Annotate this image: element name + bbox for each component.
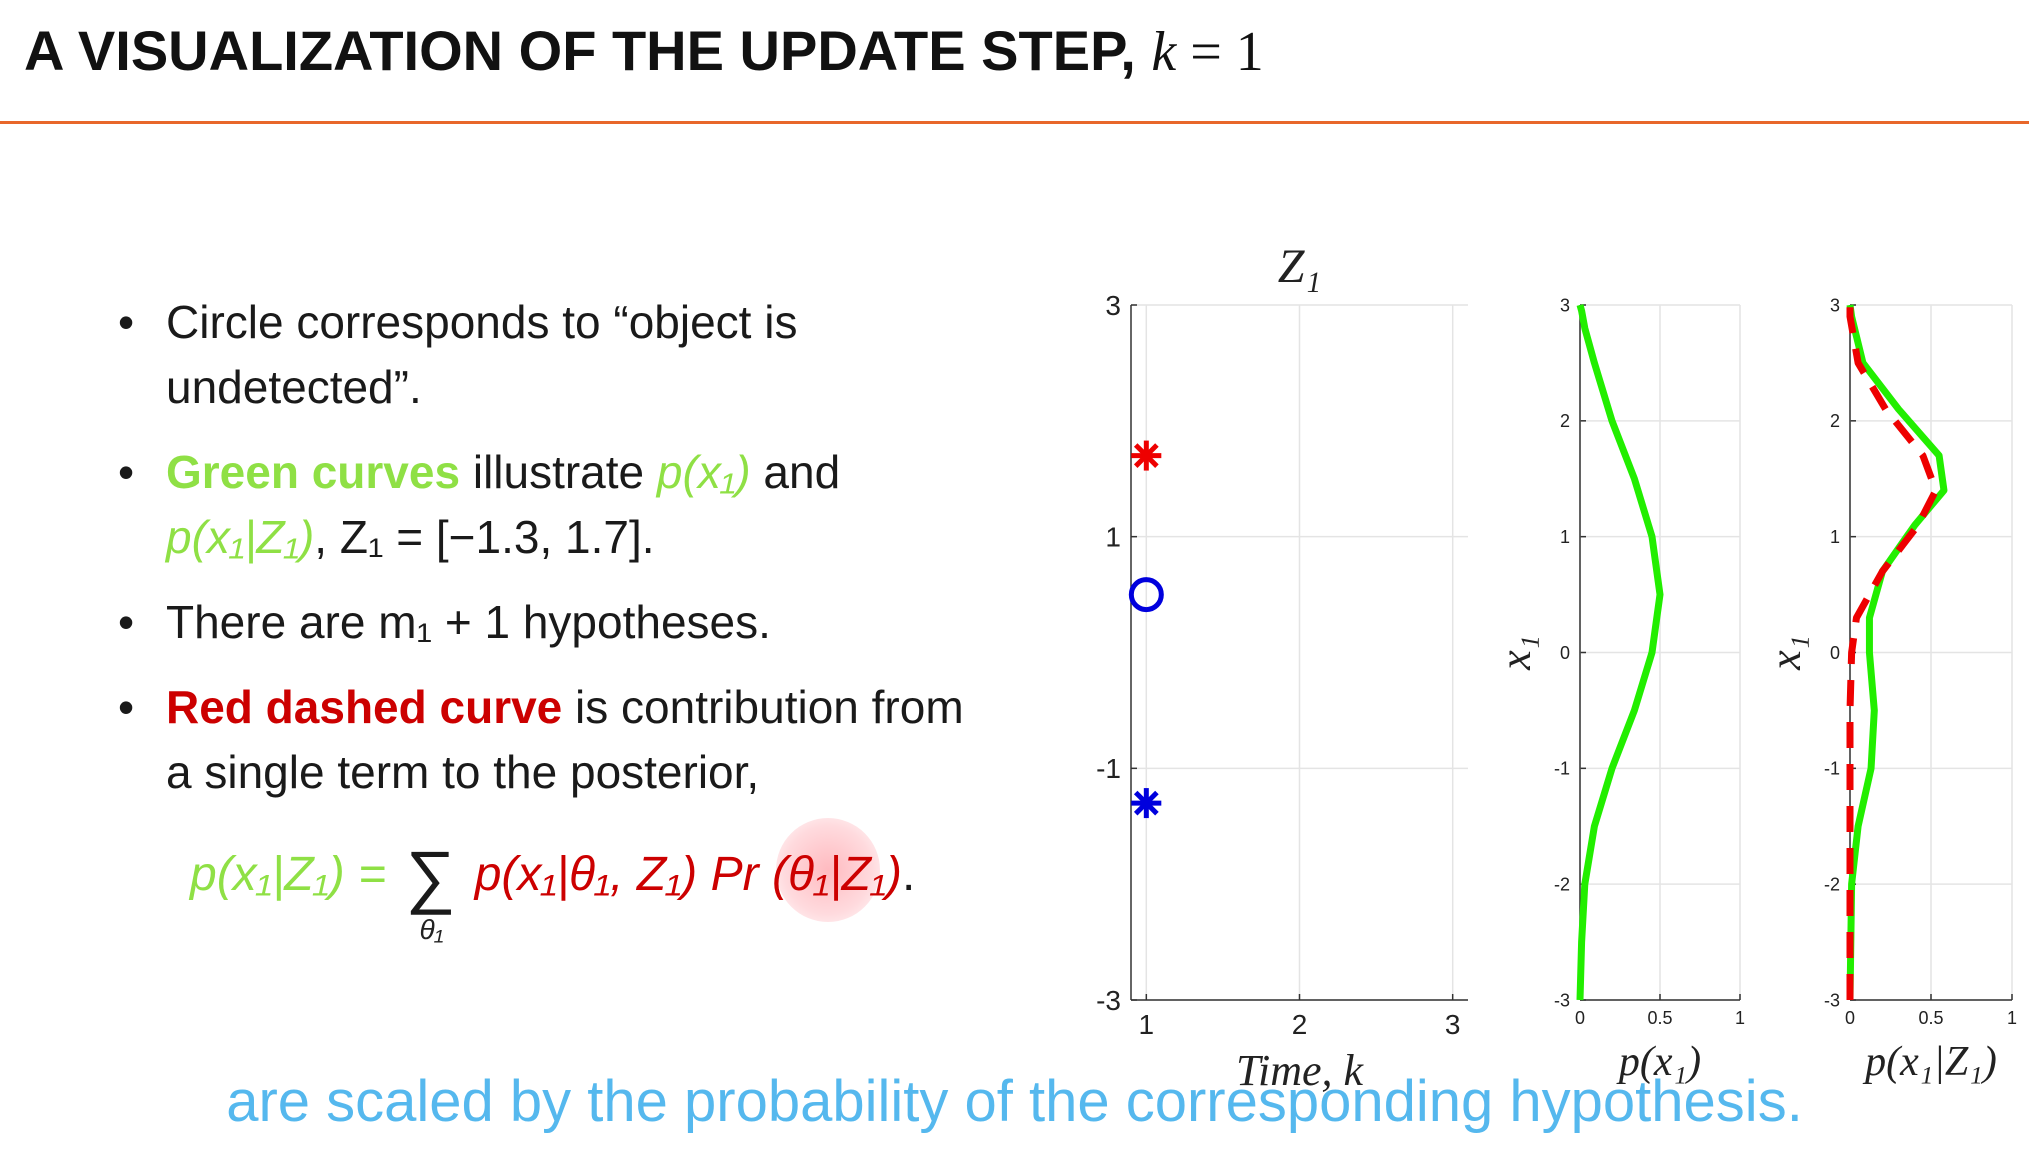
- x-tick-label: 3: [1445, 1009, 1461, 1040]
- prior-expr: p(x₁): [656, 446, 751, 498]
- bullet-2-text-2: and: [750, 446, 841, 498]
- bullet-item: • Red dashed curve is contribution from …: [112, 675, 1012, 805]
- bullet-dot: •: [118, 446, 135, 498]
- y-tick-label: -2: [1554, 874, 1570, 894]
- bullet-dot: •: [118, 596, 135, 648]
- y-tick-label: -2: [1824, 874, 1840, 894]
- title-text: A VISUALIZATION OF THE UPDATE STEP,: [24, 19, 1136, 82]
- x-tick-label: 1: [1139, 1009, 1155, 1040]
- scatter-point-circle: [1128, 577, 1164, 613]
- bullet-item: • There are m₁ + 1 hypotheses.: [112, 590, 1012, 655]
- bullet-2-text-1: illustrate: [460, 446, 657, 498]
- y-tick-label: 3: [1560, 295, 1570, 315]
- y-tick-label: -1: [1096, 753, 1121, 784]
- series-line-dashed: [1846, 305, 1940, 1000]
- slide-title: A VISUALIZATION OF THE UPDATE STEP, k = …: [24, 18, 1264, 84]
- y-tick-label: 2: [1830, 411, 1840, 431]
- sum-subscript: θ₁: [419, 914, 444, 945]
- x-axis-label: p(x₁|Z₁): [1862, 1039, 1997, 1085]
- bullet-2-text-3: , Z₁ = [−1.3, 1.7].: [314, 511, 655, 563]
- bullet-dot: •: [118, 681, 135, 733]
- y-tick-label: 1: [1560, 527, 1570, 547]
- bullet-3-text: There are m₁ + 1 hypotheses.: [166, 596, 771, 648]
- bullet-4-text-1: is contribution from: [562, 681, 964, 733]
- formula-term: p(x₁|θ₁, Z₁) Pr (θ₁|Z₁): [474, 848, 903, 901]
- y-tick-label: -1: [1824, 759, 1840, 779]
- green-curves-label: Green curves: [166, 446, 461, 498]
- x-axis-label: Time, k: [1236, 1046, 1365, 1095]
- y-axis-label: x₁: [1491, 635, 1540, 671]
- y-tick-label: -3: [1824, 990, 1840, 1010]
- red-dashed-label: Red dashed curve: [166, 681, 563, 733]
- x-tick-label: 2: [1292, 1009, 1308, 1040]
- title-underline: [0, 121, 2029, 124]
- y-tick-label: -3: [1554, 990, 1570, 1010]
- y-tick-label: 1: [1830, 527, 1840, 547]
- bullet-1-line-1: Circle corresponds to “object is: [166, 296, 798, 348]
- posterior-formula: p(x₁|Z₁) = ∑ θ₁ p(x₁|θ₁, Z₁) Pr (θ₁|Z₁).: [190, 836, 916, 945]
- chart-title: Z₁: [1278, 240, 1321, 293]
- x-tick-label: 0: [1575, 1008, 1585, 1028]
- bullet-item: • Circle corresponds to “object is undet…: [112, 290, 1012, 420]
- bullet-list: • Circle corresponds to “object is undet…: [112, 290, 1012, 825]
- bullet-1-line-2: undetected”.: [166, 361, 422, 413]
- subtitle-caption: are scaled by the probability of the cor…: [226, 1069, 1803, 1134]
- cursor-highlight: [776, 818, 880, 922]
- posterior-expr: p(x₁|Z₁): [166, 511, 315, 563]
- scatter-point-asterisk: [1133, 443, 1159, 468]
- y-tick-label: -1: [1554, 759, 1570, 779]
- y-tick-label: 3: [1830, 295, 1840, 315]
- bullet-item: • Green curves illustrate p(x₁) and p(x₁…: [112, 440, 1012, 570]
- sum-sign: ∑: [405, 837, 456, 915]
- y-axis-label: x₁: [1761, 635, 1810, 671]
- formula-end: .: [902, 848, 916, 901]
- scatter-point-asterisk: [1133, 790, 1159, 816]
- y-tick-label: 0: [1560, 643, 1570, 663]
- y-tick-label: 2: [1560, 411, 1570, 431]
- sum-symbol: ∑ θ₁: [405, 836, 456, 945]
- y-tick-label: 3: [1105, 290, 1121, 321]
- bullet-dot: •: [118, 296, 135, 348]
- x-tick-label: 1: [1735, 1008, 1745, 1028]
- series-line-solid: [1576, 304, 1664, 1001]
- formula-lhs: p(x₁|Z₁) =: [190, 848, 387, 901]
- y-tick-label: -3: [1096, 985, 1121, 1016]
- y-tick-label: 0: [1830, 643, 1840, 663]
- x-tick-label: 1: [2007, 1008, 2017, 1028]
- x-tick-label: 0.5: [1918, 1008, 1943, 1028]
- x-tick-label: 0.5: [1647, 1008, 1672, 1028]
- x-tick-label: 0: [1845, 1008, 1855, 1028]
- x-axis-label: p(x₁): [1616, 1039, 1701, 1085]
- bullet-4-text-2: a single term to the posterior,: [166, 746, 760, 798]
- y-tick-label: 1: [1105, 521, 1121, 552]
- title-math: k = 1: [1151, 21, 1264, 83]
